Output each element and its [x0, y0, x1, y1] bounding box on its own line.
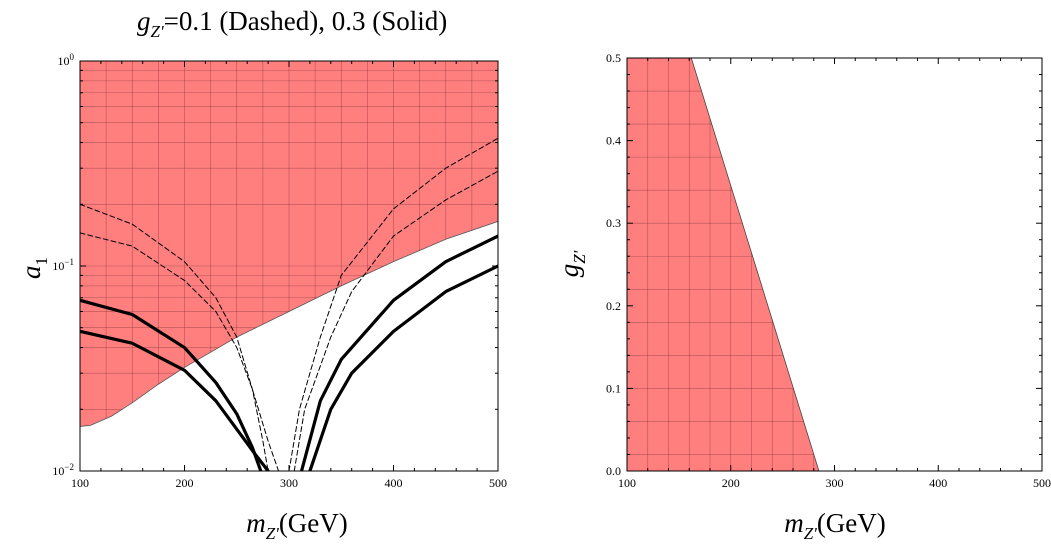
- left-y-tick-label: 10−2: [52, 462, 74, 478]
- left-series-solid-7: [308, 264, 498, 471]
- right-y-tick-label: 0.2: [606, 299, 621, 313]
- right-x-tick-label: 300: [826, 476, 844, 490]
- left-x-tick-label: 400: [385, 476, 403, 490]
- left-series-dashed-3: [293, 170, 498, 471]
- left-x-tick-label: 300: [280, 476, 298, 490]
- left-x-tick-label: 500: [489, 476, 507, 490]
- right-y-axis-label: gZ': [554, 250, 589, 277]
- right-y-tick-label: 0.1: [606, 381, 621, 395]
- left-series-dashed-2: [288, 137, 498, 471]
- left-series-dashed-0: [80, 203, 269, 471]
- right-x-tick-label: 100: [618, 476, 636, 490]
- right-x-tick-label: 200: [722, 476, 740, 490]
- right-x-tick-label: 500: [1033, 476, 1051, 490]
- left-y-tick-label: 10−1: [52, 257, 74, 273]
- right-x-tick-label: 400: [929, 476, 947, 490]
- left-y-tick-label: 100: [58, 52, 75, 68]
- right-y-tick-label: 0.0: [606, 464, 621, 478]
- right-y-tick-label: 0.5: [606, 51, 621, 65]
- left-y-axis-label: a1: [16, 257, 51, 279]
- right-excluded-region: [627, 58, 820, 471]
- left-series-dashed-1: [80, 232, 280, 471]
- right-y-tick-label: 0.4: [606, 134, 621, 148]
- figure-title: gZ'=0.1 (Dashed), 0.3 (Solid): [137, 6, 447, 41]
- right-x-axis-label: mZ'(GeV): [784, 508, 886, 543]
- left-series-solid-5: [80, 329, 270, 471]
- left-x-tick-label: 200: [176, 476, 194, 490]
- left-chart: 100 200 300 400 500 10−2 10−1 100 a1 mZ'(GeV): [16, 52, 507, 543]
- left-x-axis-label: mZ'(GeV): [246, 508, 348, 543]
- left-series-solid-4: [80, 298, 263, 471]
- right-y-tick-label: 0.3: [606, 216, 621, 230]
- left-series-solid-6: [299, 234, 498, 471]
- left-x-tick-label: 100: [71, 476, 89, 490]
- right-chart: 100 200 300 400 500 0.0 0.1 0.2 0.3 0.4 0.5 gZ' mZ…: [554, 51, 1051, 543]
